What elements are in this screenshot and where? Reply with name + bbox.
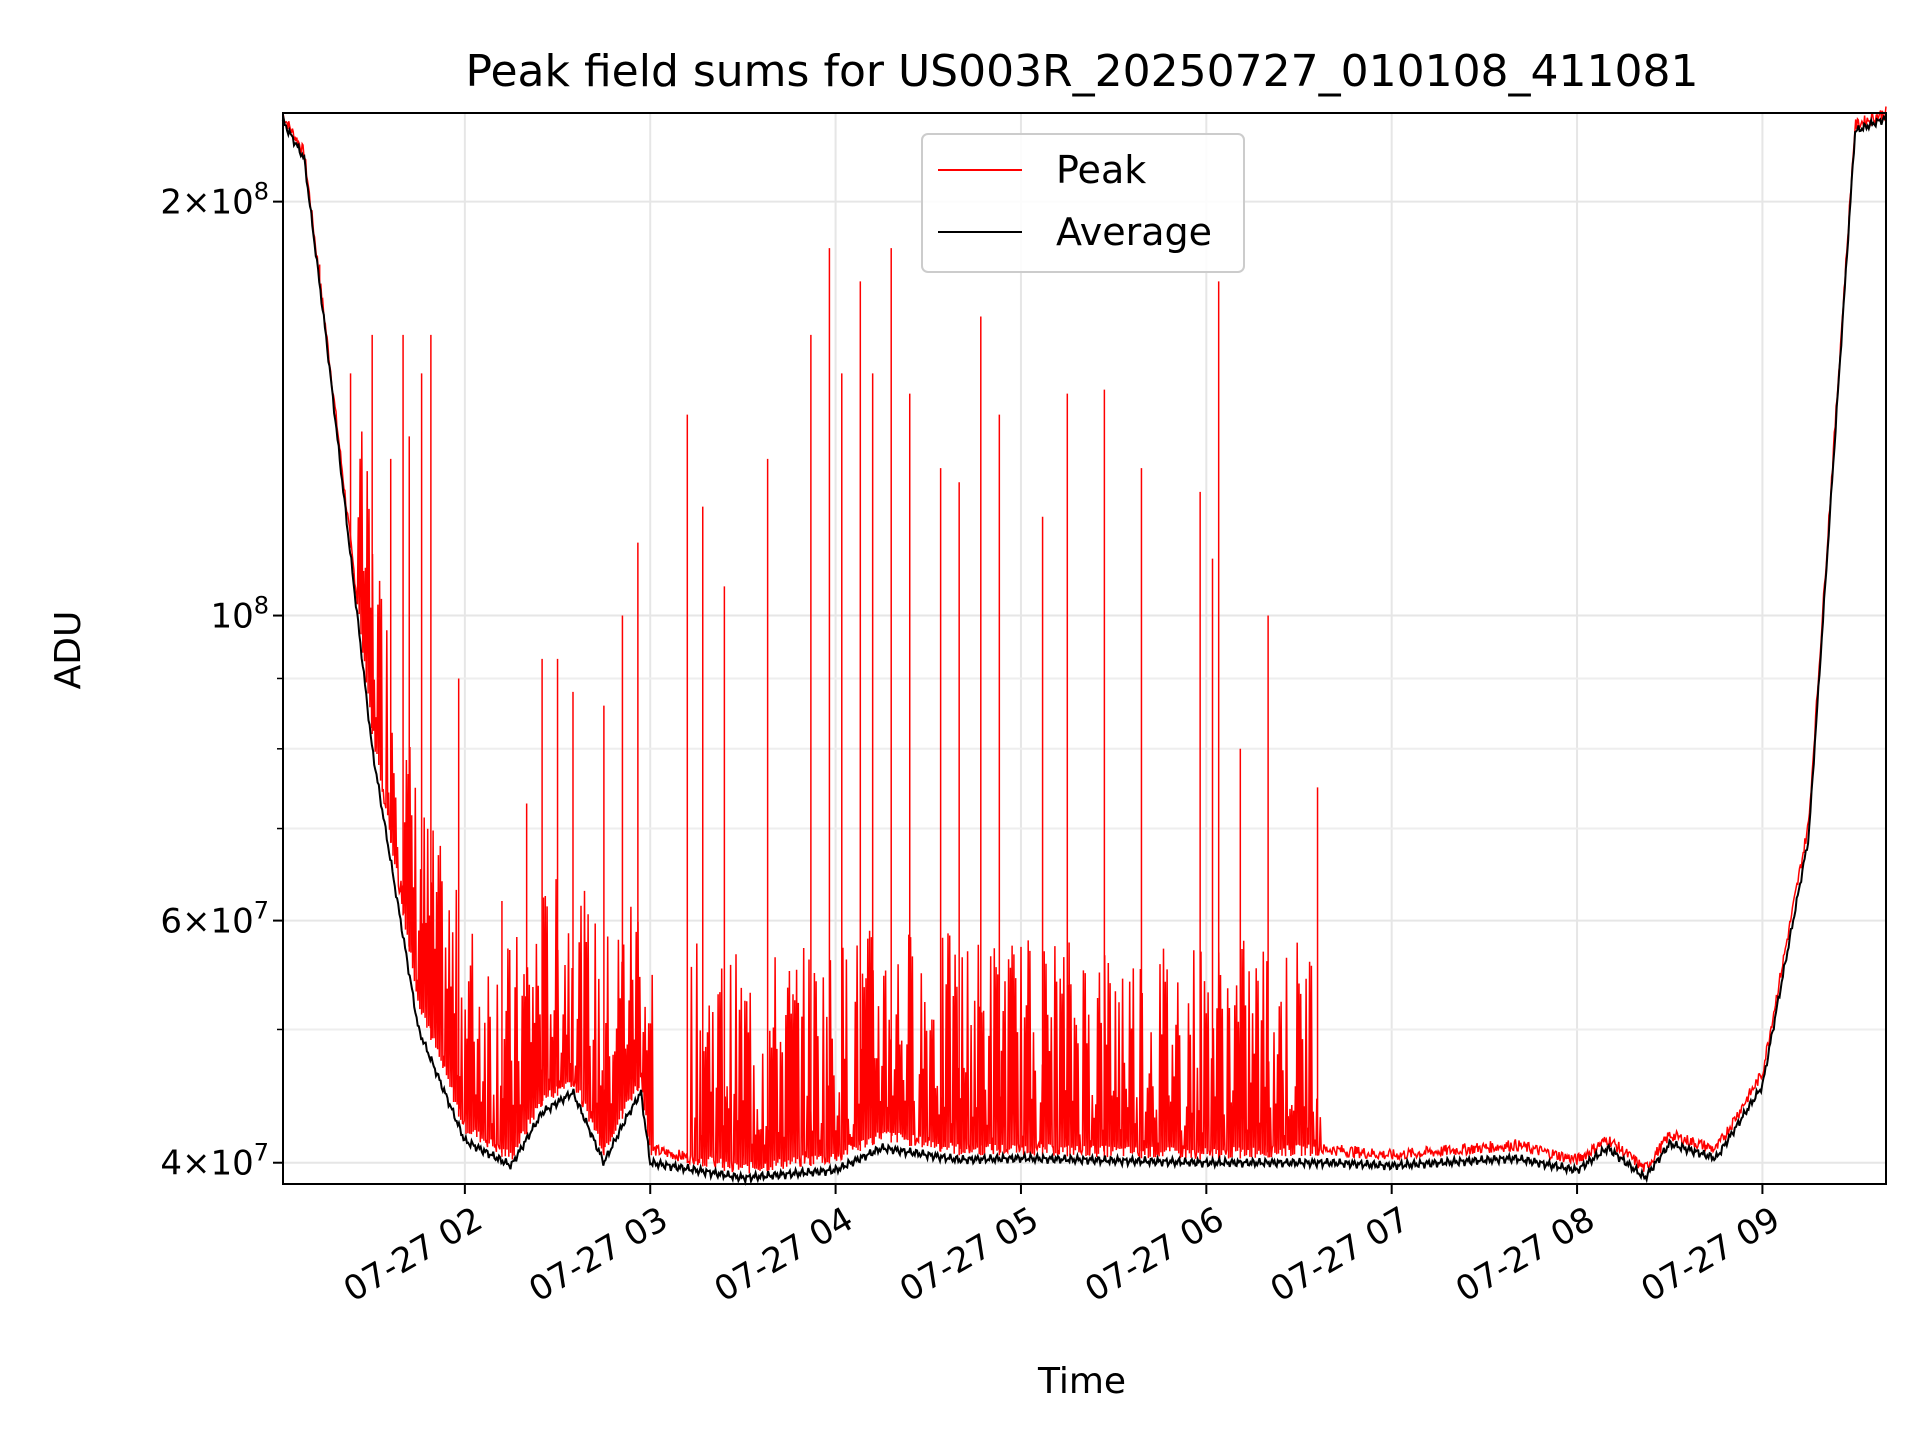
x-axis-label: Time — [1037, 1361, 1126, 1402]
y-tick-label: 6×107 — [160, 897, 269, 942]
legend: Peak Average — [921, 133, 1245, 273]
y-tick-label: 2×108 — [160, 178, 269, 223]
y-axis-ticks: 4×107 6×107 108 2×108 — [160, 178, 283, 1184]
chart-title: Peak field sums for US003R_20250727_0101… — [465, 46, 1698, 97]
average-line — [281, 114, 1887, 1187]
y-axis-label: ADU — [48, 611, 89, 690]
series-peak — [282, 106, 1887, 1174]
plot-frame — [282, 112, 1887, 1185]
y-tick-label: 4×107 — [160, 1139, 269, 1184]
y-tick-label: 108 — [210, 592, 269, 637]
legend-label-peak: Peak — [1056, 148, 1146, 192]
legend-frame — [921, 133, 1245, 273]
legend-label-average: Average — [1056, 210, 1212, 254]
peak-line — [282, 106, 1887, 1174]
series-average — [281, 114, 1887, 1187]
grid — [283, 113, 1886, 1184]
